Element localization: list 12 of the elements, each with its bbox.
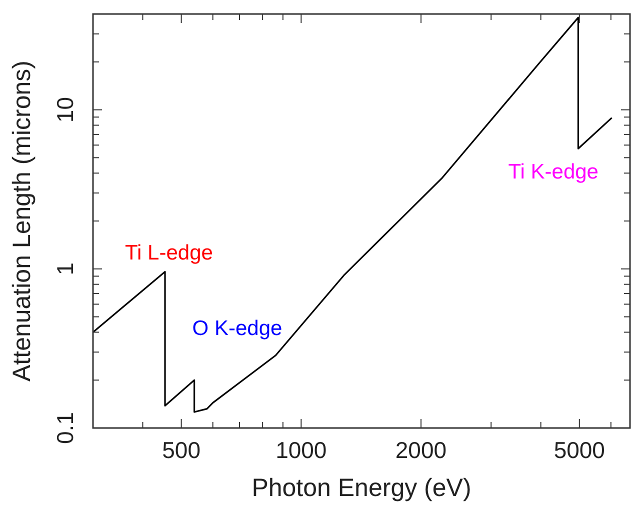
x-tick-label: 1000 [276,437,327,463]
y-tick-label: 1 [52,262,78,276]
y-tick-label: 10 [52,96,78,123]
annotation: Ti L-edge [125,242,213,265]
annotation: O K-edge [192,317,282,340]
y-axis-title: Attenuation Length (microns) [8,60,36,382]
x-tick-label: 2000 [395,437,447,463]
x-tick-label: 500 [162,437,200,463]
x-axis-title: Photon Energy (eV) [252,474,472,502]
x-tick-label: 5000 [554,437,605,463]
annotation: Ti K-edge [508,160,598,184]
y-tick-label: 0.1 [52,412,78,444]
